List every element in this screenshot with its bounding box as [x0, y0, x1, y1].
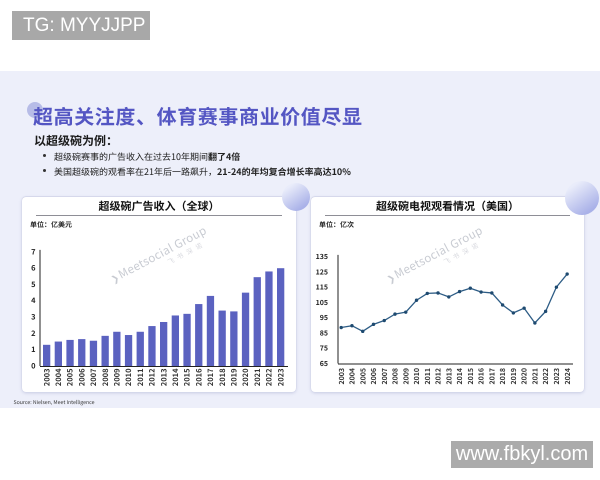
svg-text:95: 95 — [320, 313, 328, 323]
svg-text:2019: 2019 — [509, 368, 519, 385]
svg-text:2018: 2018 — [498, 368, 508, 385]
svg-text:2018: 2018 — [217, 368, 228, 386]
bullet-dot — [43, 154, 46, 157]
bullet-dot — [43, 169, 46, 172]
svg-text:7: 7 — [31, 246, 36, 257]
svg-text:2022: 2022 — [264, 368, 275, 386]
svg-text:2009: 2009 — [401, 368, 411, 385]
svg-text:2024: 2024 — [563, 368, 573, 385]
svg-text:2020: 2020 — [240, 368, 251, 386]
svg-text:2023: 2023 — [275, 369, 286, 387]
svg-text:2011: 2011 — [135, 369, 146, 387]
svg-text:2011: 2011 — [423, 368, 433, 385]
title-divider — [325, 215, 570, 216]
svg-text:2003: 2003 — [41, 369, 52, 387]
svg-text:2021: 2021 — [252, 369, 263, 387]
site-watermark-badge: www.fbkyl.com — [451, 441, 593, 468]
svg-text:135: 135 — [316, 252, 328, 262]
svg-text:2013: 2013 — [158, 369, 169, 387]
svg-text:2013: 2013 — [444, 368, 454, 385]
slide-intro: 以超级碗为例： — [34, 132, 119, 149]
svg-text:2004: 2004 — [53, 368, 64, 386]
bullet-item: 美国超级碗的观看率在21年后一路飙升，21-24的年均复合增长率高达10% — [43, 165, 351, 178]
svg-text:2005: 2005 — [65, 368, 76, 386]
svg-text:2021: 2021 — [530, 368, 540, 385]
svg-text:2003: 2003 — [337, 368, 347, 385]
svg-text:2010: 2010 — [412, 368, 422, 385]
svg-text:2008: 2008 — [100, 368, 111, 386]
title-decor-circle — [27, 102, 43, 118]
svg-text:2014: 2014 — [455, 368, 465, 385]
svg-text:105: 105 — [316, 298, 328, 308]
svg-text:2022: 2022 — [541, 368, 551, 385]
svg-text:65: 65 — [320, 359, 328, 369]
bullet-text-bold: 21-24的年均复合增长率高达10% — [217, 164, 351, 178]
svg-text:6: 6 — [31, 263, 36, 274]
bullet-text: 超级碗赛事的广告收入在过去10年期间 — [54, 149, 208, 163]
tg-watermark-badge: TG: MYYJJPP — [12, 11, 150, 40]
source-note: Source: Nielsen, Meet Intelligence — [13, 398, 95, 406]
svg-text:2005: 2005 — [358, 368, 368, 385]
svg-text:2017: 2017 — [487, 368, 497, 385]
chart-unit-label: 单位：亿次 — [319, 219, 354, 230]
svg-text:0: 0 — [31, 360, 36, 371]
svg-text:2: 2 — [31, 328, 36, 339]
bullet-text-bold: 翻了4倍 — [208, 149, 241, 163]
svg-text:5: 5 — [31, 279, 36, 290]
svg-text:3: 3 — [31, 312, 35, 323]
line-chart-viewership: 65 75 85 95 105 115 125 135 2003 2004 2005 2006 2007… — [316, 252, 573, 385]
svg-text:2006: 2006 — [369, 368, 379, 385]
svg-text:2023: 2023 — [552, 368, 562, 385]
svg-text:2010: 2010 — [123, 368, 134, 386]
svg-text:2007: 2007 — [380, 368, 390, 385]
svg-text:2007: 2007 — [88, 368, 99, 386]
ad-revenue-chart-card: 超级碗广告收入（全球） 单位：亿美元 0 1 2 3 4 5 6 7 2003 2004 2005 2… — [22, 197, 296, 392]
svg-text:125: 125 — [316, 267, 328, 277]
svg-text:2006: 2006 — [76, 368, 87, 386]
svg-text:2017: 2017 — [205, 368, 216, 386]
svg-text:2008: 2008 — [391, 368, 401, 385]
svg-text:1: 1 — [31, 344, 35, 355]
svg-text:115: 115 — [316, 283, 328, 293]
svg-text:2015: 2015 — [182, 368, 193, 386]
chart-title: 超级碗电视观看情况（美国） — [376, 198, 519, 214]
svg-text:2020: 2020 — [520, 368, 530, 385]
slide-title: 超高关注度、体育赛事商业价值尽显 — [33, 101, 363, 130]
svg-text:2012: 2012 — [147, 368, 158, 386]
svg-text:2004: 2004 — [348, 368, 358, 385]
card-decor-circle — [282, 183, 310, 211]
viewership-chart-card: 超级碗电视观看情况（美国） 单位：亿次 65 75 85 95 105 115 125 135… — [311, 197, 584, 392]
svg-text:75: 75 — [320, 344, 328, 354]
chart-title: 超级碗广告收入（全球） — [98, 198, 220, 214]
chart-unit-label: 单位：亿美元 — [30, 219, 72, 230]
svg-text:2009: 2009 — [111, 368, 122, 386]
card-decor-circle — [565, 181, 599, 215]
svg-text:2016: 2016 — [193, 368, 204, 386]
svg-text:2014: 2014 — [170, 368, 181, 386]
svg-text:4: 4 — [31, 295, 36, 306]
title-divider — [36, 215, 282, 216]
svg-text:2019: 2019 — [228, 368, 239, 386]
svg-text:2016: 2016 — [477, 368, 487, 385]
svg-text:2012: 2012 — [434, 368, 444, 385]
bullet-text: 美国超级碗的观看率在21年后一路飙升， — [54, 164, 217, 178]
svg-text:85: 85 — [320, 328, 328, 338]
bar-chart-ad-revenue: 0 1 2 3 4 5 6 7 2003 2004 2005 2006 2007 2008 2009 2010… — [31, 246, 288, 387]
svg-text:2015: 2015 — [466, 368, 476, 385]
bullet-item: 超级碗赛事的广告收入在过去10年期间翻了4倍 — [43, 150, 240, 163]
